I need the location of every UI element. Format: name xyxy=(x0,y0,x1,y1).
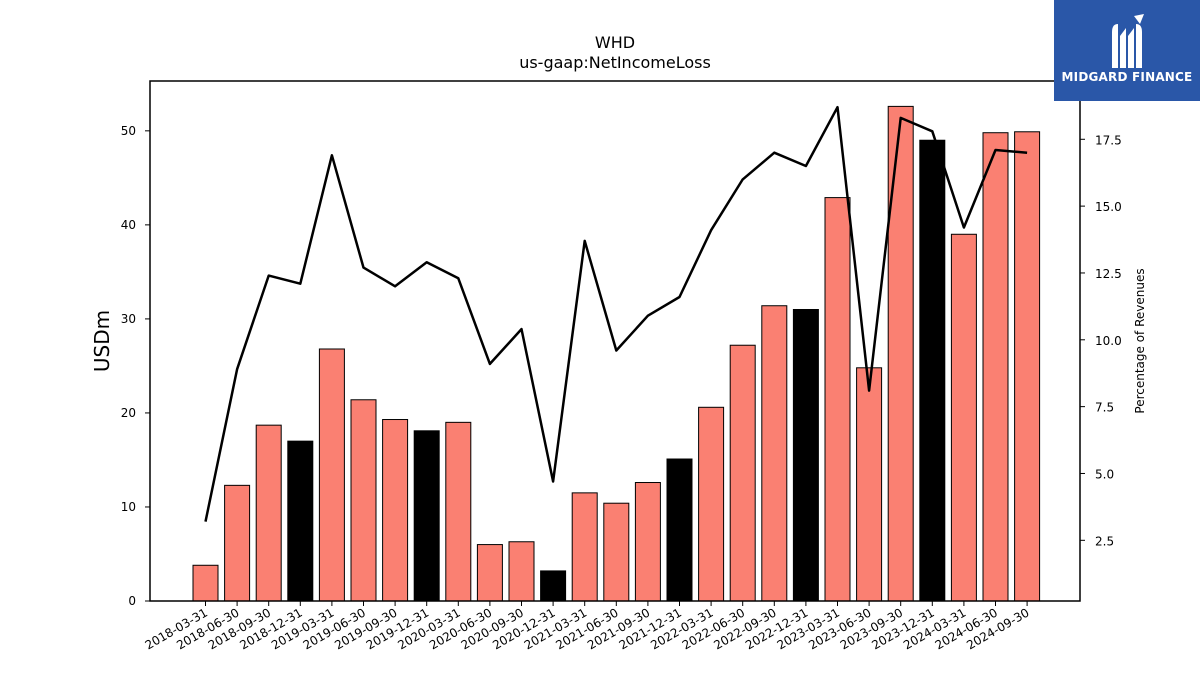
bar xyxy=(919,139,946,602)
y2-tick-label: 2.5 xyxy=(1095,534,1114,548)
bar xyxy=(1014,131,1041,602)
bar xyxy=(508,541,535,602)
bar xyxy=(382,419,409,602)
bar xyxy=(476,544,503,602)
x-axis: 2018-03-312018-06-302018-09-302018-12-31… xyxy=(143,601,1032,652)
chart-title: WHD xyxy=(595,33,635,52)
bar xyxy=(698,406,725,602)
bar xyxy=(192,564,219,602)
y-axis-label: USDm xyxy=(90,310,114,372)
y-tick-label: 20 xyxy=(121,406,136,420)
bar xyxy=(729,344,756,602)
line-series xyxy=(204,105,1028,522)
bar xyxy=(792,308,819,602)
bar xyxy=(761,305,788,602)
bar xyxy=(255,424,282,602)
y-tick-label: 10 xyxy=(121,500,136,514)
bar xyxy=(224,484,251,602)
left-axis: 0 10 20 30 40 50 xyxy=(121,124,150,608)
y2-tick-label: 5.0 xyxy=(1095,467,1114,481)
bar xyxy=(666,458,693,602)
bar xyxy=(824,197,851,602)
y2-tick-label: 17.5 xyxy=(1095,133,1122,147)
bar xyxy=(445,421,472,602)
bar xyxy=(887,105,914,602)
y2-tick-label: 10.0 xyxy=(1095,334,1122,348)
y2-axis-label: Percentage of Revenues xyxy=(1133,268,1147,413)
bar xyxy=(603,502,630,602)
bar xyxy=(413,430,440,602)
y2-tick-label: 7.5 xyxy=(1095,401,1114,415)
midgard-logo-icon xyxy=(1112,14,1144,68)
bar xyxy=(856,367,883,602)
bar xyxy=(350,399,377,602)
chart-subtitle: us-gaap:NetIncomeLoss xyxy=(519,53,711,72)
bar xyxy=(634,482,661,602)
y2-tick-label: 15.0 xyxy=(1095,200,1122,214)
bar xyxy=(982,132,1009,602)
bar-series xyxy=(192,105,1041,602)
y2-tick-label: 12.5 xyxy=(1095,267,1122,281)
bar xyxy=(950,233,977,602)
bar xyxy=(540,570,567,602)
brand-logo: MIDGARD FINANCE xyxy=(1054,0,1200,101)
y-tick-label: 50 xyxy=(121,124,136,138)
bar xyxy=(571,492,598,602)
bar xyxy=(287,440,314,602)
right-axis: 2.5 5.0 7.5 10.0 12.5 15.0 17.5 xyxy=(1080,133,1122,548)
y-tick-label: 40 xyxy=(121,218,136,232)
bar xyxy=(318,348,345,602)
brand-name: MIDGARD FINANCE xyxy=(1061,70,1193,84)
plot-frame xyxy=(149,80,1081,602)
y-tick-label: 30 xyxy=(121,312,136,326)
y-tick-label: 0 xyxy=(128,594,136,608)
